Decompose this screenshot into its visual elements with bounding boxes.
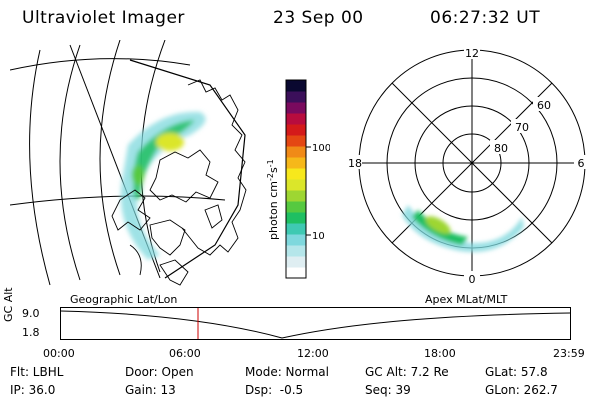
- color-scale-step: [286, 113, 306, 125]
- color-scale-step: [286, 146, 306, 158]
- geographic-map: [10, 40, 247, 286]
- timeline-axis-label: GC Alt: [2, 287, 15, 322]
- info-mode: Mode: Normal: [245, 365, 329, 379]
- aurora-emission: [120, 111, 206, 260]
- map-grid-line: [10, 58, 191, 71]
- info-door: Door: Open: [125, 365, 194, 379]
- info-filter: Flt: LBHL: [10, 365, 64, 379]
- colorbar-tick-100: 100: [312, 143, 330, 154]
- colorbar-tick-10: 10: [312, 231, 325, 242]
- map-grid-line: [99, 40, 121, 276]
- color-scale-step: [286, 91, 306, 103]
- time-tick: 06:00: [169, 347, 201, 360]
- color-scale-step: [286, 80, 306, 92]
- time-label: 06:27:32 UT: [430, 8, 541, 28]
- info-ip: IP: 36.0: [10, 383, 56, 397]
- polar-ring-label-60: 60: [537, 99, 551, 112]
- date-label: 23 Sep 00: [273, 8, 364, 28]
- info-dsp: Dsp: -0.5: [245, 383, 304, 397]
- color-scale-step: [286, 157, 306, 169]
- timeline-y-top: 9.0: [22, 307, 40, 320]
- polar-label-18: 18: [348, 157, 362, 170]
- polar-plot: 12 0 18 6 60 70 80: [342, 45, 588, 286]
- info-seq: Seq: 39: [365, 383, 411, 397]
- time-tick: 00:00: [43, 347, 75, 360]
- orbit-altitude-timeline: [60, 307, 571, 340]
- info-gain: Gain: 13: [125, 383, 176, 397]
- color-scale-step: [286, 267, 306, 279]
- color-scale-step: [286, 190, 306, 202]
- timeline-left-title: Geographic Lat/Lon: [70, 293, 178, 306]
- map-grid-line: [59, 44, 81, 281]
- time-tick: 12:00: [297, 347, 329, 360]
- color-scale-step: [286, 168, 306, 180]
- color-scale: 100 10 photon cm-2s-1: [266, 79, 330, 279]
- polar-label-6: 6: [578, 157, 585, 170]
- color-scale-step: [286, 256, 306, 268]
- coastline: [111, 79, 247, 286]
- color-scale-step: [286, 179, 306, 191]
- map-grid-line: [10, 195, 226, 206]
- info-glon: GLon: 262.7: [485, 383, 558, 397]
- time-tick: 18:00: [424, 347, 456, 360]
- time-tick: 23:59: [553, 347, 585, 360]
- color-scale-bar: [286, 80, 306, 279]
- color-scale-step: [286, 212, 306, 224]
- polar-label-12: 12: [465, 47, 479, 60]
- info-gc-alt: GC Alt: 7.2 Re: [365, 365, 449, 379]
- color-scale-step: [286, 245, 306, 257]
- color-scale-step: [286, 201, 306, 213]
- instrument-title: Ultraviolet Imager: [22, 8, 185, 28]
- polar-ring-label-70: 70: [515, 121, 529, 134]
- color-scale-step: [286, 124, 306, 136]
- info-glat: GLat: 57.8: [485, 365, 548, 379]
- color-scale-step: [286, 102, 306, 114]
- polar-ring-label-80: 80: [494, 142, 508, 155]
- timeline-y-bottom: 1.8: [22, 326, 40, 339]
- colorbar-unit-label: photon cm-2s-1: [266, 159, 280, 240]
- polar-aurora-emission: [402, 205, 524, 252]
- polar-label-0: 0: [469, 273, 476, 286]
- color-scale-step: [286, 234, 306, 246]
- color-scale-step: [286, 223, 306, 235]
- color-scale-step: [286, 135, 306, 147]
- orbit-altitude-curve: [60, 310, 571, 339]
- map-grid-line: [29, 49, 51, 286]
- timeline-right-title: Apex MLat/MLT: [425, 293, 508, 306]
